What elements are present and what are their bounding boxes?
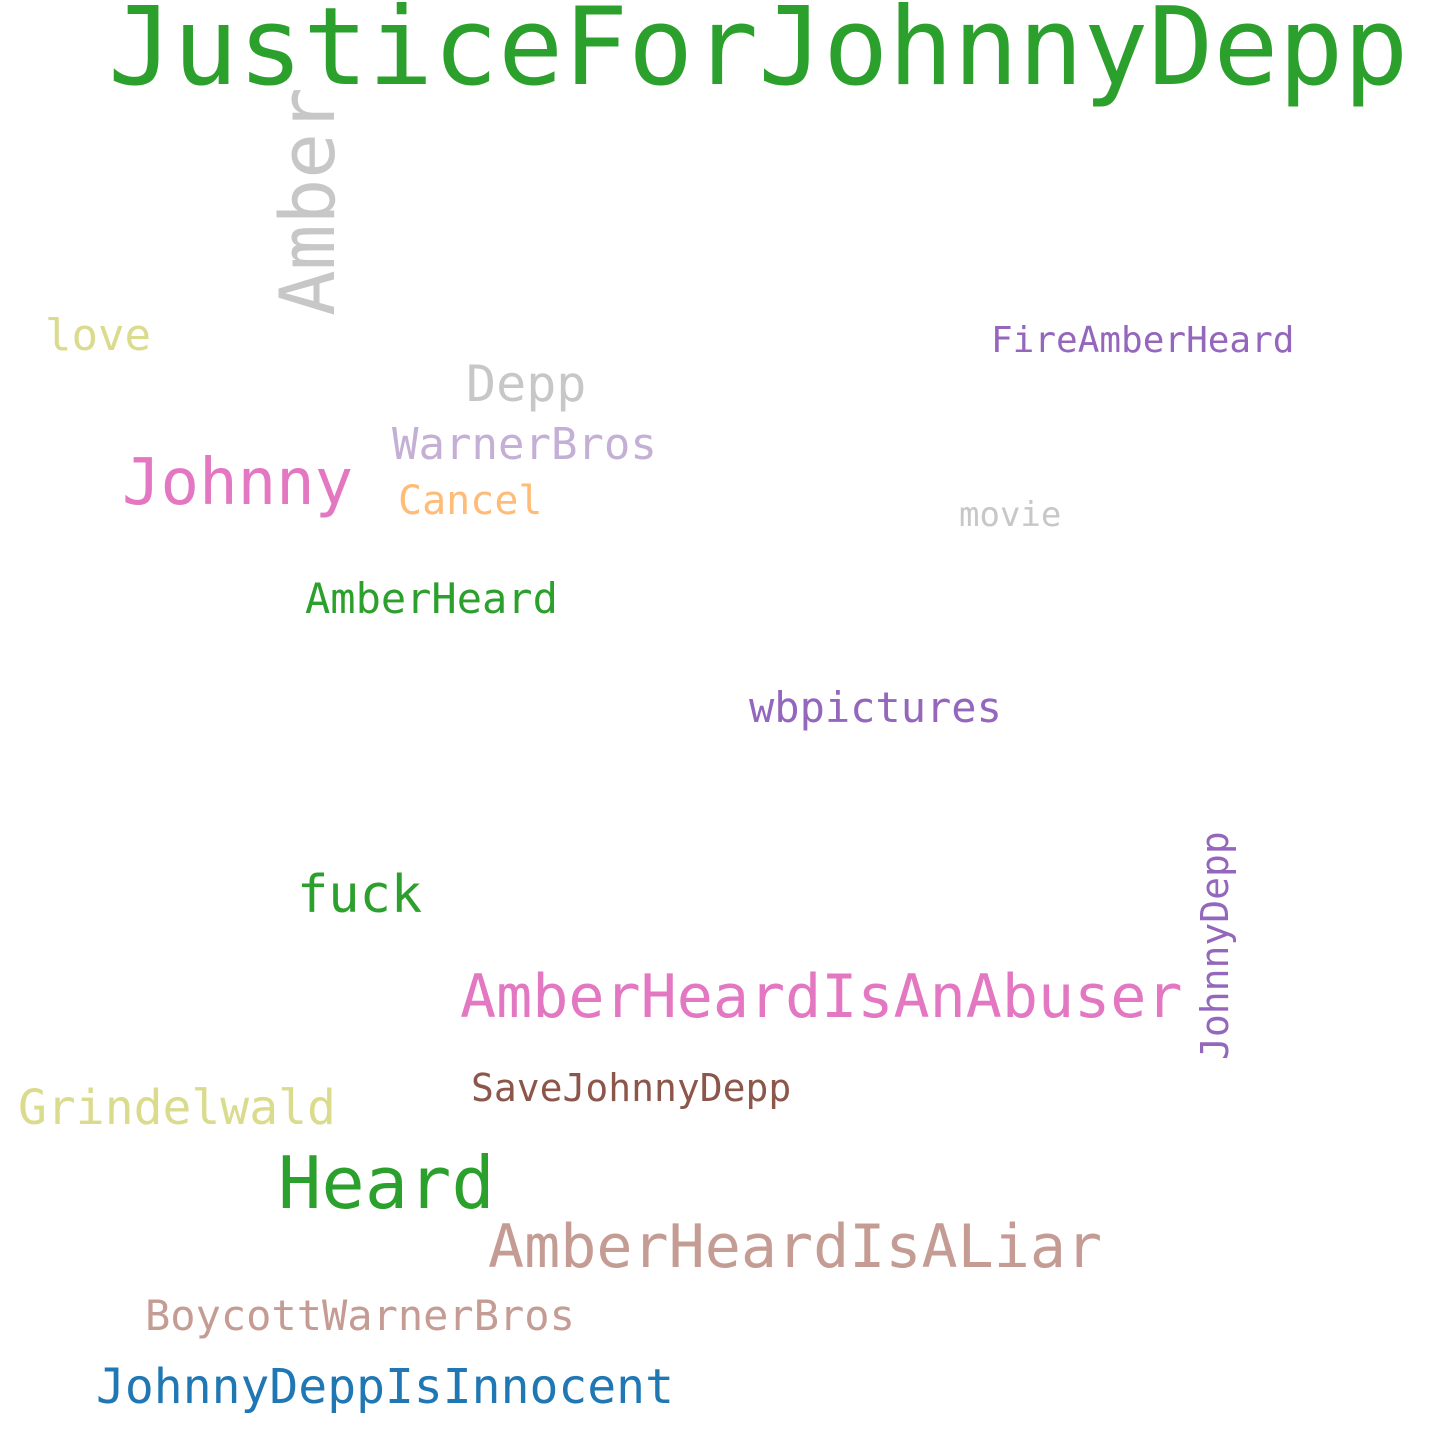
word-johnny: Johnny bbox=[122, 446, 354, 520]
word-heard: Heard bbox=[278, 1141, 495, 1225]
word-amber-heard-is-a-liar: AmberHeardIsALiar bbox=[488, 1212, 1103, 1282]
word-grindelwald: Grindelwald bbox=[18, 1080, 336, 1136]
word-johnny-depp: JohnnyDepp bbox=[1193, 831, 1237, 1060]
word-amber: Amber bbox=[263, 87, 352, 316]
word-justice-for-johnny-depp: JusticeForJohnnyDepp bbox=[108, 0, 1409, 110]
word-fire-amber-heard: FireAmberHeard bbox=[991, 320, 1295, 361]
word-warner-bros: WarnerBros bbox=[392, 419, 657, 470]
word-amber-heard-is-an-abuser: AmberHeardIsAnAbuser bbox=[460, 962, 1183, 1032]
word-cancel: Cancel bbox=[398, 478, 543, 524]
word-johnny-depp-is-innocent: JohnnyDeppIsInnocent bbox=[96, 1359, 674, 1415]
word-wbpictures: wbpictures bbox=[749, 683, 1002, 732]
word-depp: Depp bbox=[466, 355, 587, 413]
word-amber-heard: AmberHeard bbox=[305, 574, 558, 623]
word-love: love bbox=[45, 310, 151, 361]
word-movie: movie bbox=[959, 495, 1062, 535]
word-boycott-warner-bros: BoycottWarnerBros bbox=[145, 1291, 575, 1340]
word-save-johnny-depp: SaveJohnnyDepp bbox=[471, 1066, 792, 1110]
word-fuck: fuck bbox=[297, 865, 423, 925]
